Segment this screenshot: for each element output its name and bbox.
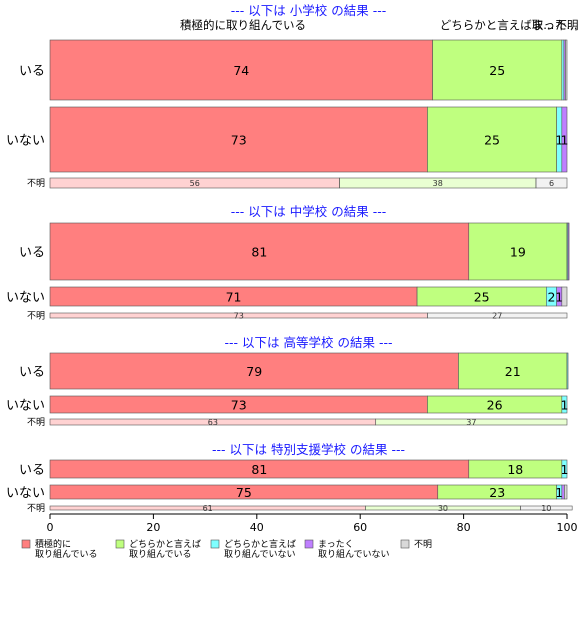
- row-label-1-0: いる: [19, 246, 45, 261]
- bar-label-2-1-1: 26: [487, 398, 503, 413]
- section-title-1: --- 以下は 中学校 の結果 ---: [231, 204, 386, 219]
- row-label-0-1: いない: [6, 134, 45, 149]
- legend-label-4-0: 不明: [414, 539, 432, 550]
- bar-label-2-1-2: 1: [560, 398, 568, 413]
- legend-swatch-0: [21, 539, 31, 549]
- bar-label-1-2-0: 73: [234, 312, 244, 321]
- bar-label-1-1-3: 1: [555, 290, 563, 305]
- x-tick-label-5: 100: [557, 521, 578, 534]
- legend-swatch-2: [210, 539, 220, 549]
- legend-label-3-1: 取り組んでいない: [318, 548, 390, 560]
- bar-label-3-0-0: 81: [251, 462, 267, 477]
- bar-label-0-0-1: 25: [489, 63, 505, 78]
- bar-segment-2-1-2: [561, 395, 568, 414]
- bar-label-0-1-3: 1: [560, 133, 568, 148]
- section-title-2: --- 以下は 高等学校 の結果 ---: [225, 335, 393, 350]
- bar-label-3-2-0: 61: [203, 504, 213, 513]
- bar-segment-2-0-2: [566, 352, 569, 390]
- bar-label-2-2-1: 37: [466, 418, 476, 427]
- bar-label-2-0-1: 21: [505, 364, 521, 379]
- x-tick-label-2: 40: [250, 521, 264, 534]
- legend-label-0-0: 積極的に: [35, 538, 71, 550]
- legend-swatch-4: [400, 539, 410, 549]
- bar-label-3-1-1: 23: [489, 485, 505, 500]
- bar-segment-0-0-4: [565, 39, 568, 101]
- bar-label-3-0-1: 18: [507, 462, 523, 477]
- bar-segment-3-2-4: [520, 505, 573, 511]
- section-title-0: --- 以下は 小学校 の結果 ---: [231, 3, 386, 18]
- bar-label-3-2-1: 30: [438, 504, 448, 513]
- bar-label-0-1-2: 1: [555, 133, 563, 148]
- bar-label-3-0-2: 1: [560, 462, 568, 477]
- legend-label-1-1: 取り組んでいる: [129, 548, 192, 560]
- bar-segment-0-1-3: [561, 106, 568, 173]
- section-title-3: --- 以下は 特別支援学校 の結果 ---: [212, 442, 405, 457]
- bar-label-1-0-0: 81: [251, 245, 267, 260]
- bar-segment-2-0-1: [458, 352, 568, 390]
- legend-label-1-0: どちらかと言えば: [129, 538, 201, 550]
- x-tick-label-0: 0: [47, 521, 54, 534]
- bar-label-1-2-4: 27: [492, 312, 502, 321]
- bar-label-3-2-4: 10: [541, 504, 551, 513]
- bar-segment-1-1-4: [561, 286, 568, 307]
- top-label-1: どちらかと言えば取...: [440, 18, 554, 32]
- bar-label-2-0-0: 79: [246, 364, 262, 379]
- bar-label-2-1-0: 73: [231, 398, 247, 413]
- bar-segment-2-2-1: [375, 418, 568, 426]
- bar-segment-1-0-3: [567, 222, 570, 281]
- row-label-0-0: いる: [19, 64, 45, 79]
- bar-label-3-1-0: 75: [236, 485, 252, 500]
- legend-swatch-3: [304, 539, 314, 549]
- row-label-3-1: いない: [6, 486, 45, 501]
- row-label-2-2: 不明: [27, 417, 45, 428]
- bar-segment-0-0-0: [49, 39, 433, 101]
- row-label-2-0: いる: [19, 365, 45, 380]
- bar-label-0-2-4: 6: [549, 179, 554, 188]
- bar-segment-3-0-2: [561, 459, 568, 479]
- legend-label-3-0: まったく: [318, 539, 354, 550]
- row-label-1-2: 不明: [27, 311, 45, 322]
- legend-label-0-1: 取り組んでいる: [35, 548, 98, 560]
- bar-label-0-1-1: 25: [484, 133, 500, 148]
- bar-label-0-2-0: 56: [190, 179, 200, 188]
- bar-segment-0-1-1: [427, 106, 557, 173]
- bar-label-2-2-0: 63: [208, 418, 218, 427]
- top-label-3: 不明: [556, 18, 579, 32]
- legend-label-2-0: どちらかと言えば: [224, 538, 296, 550]
- row-label-1-1: いない: [6, 291, 45, 306]
- bar-label-1-1-0: 71: [226, 290, 242, 305]
- row-label-0-2: 不明: [27, 178, 45, 189]
- bar-segment-0-1-0: [49, 106, 428, 173]
- bar-segment-3-1-3: [561, 484, 565, 500]
- legend-swatch-1: [115, 539, 125, 549]
- bar-segment-0-0-2: [561, 39, 565, 101]
- bar-segment-2-0-0: [49, 352, 459, 390]
- bar-label-0-1-0: 73: [231, 133, 247, 148]
- bar-label-3-1-2: 1: [555, 485, 563, 500]
- bar-label-0-0-0: 74: [233, 63, 249, 78]
- row-label-3-0: いる: [19, 463, 45, 478]
- row-label-3-2: 不明: [27, 503, 45, 514]
- bar-label-0-2-1: 38: [433, 179, 443, 188]
- bar-segment-3-1-4: [564, 484, 568, 500]
- top-label-2: まった...: [532, 18, 577, 32]
- bar-label-1-1-1: 25: [474, 290, 490, 305]
- top-label-0: 積極的に取り組んでいる: [180, 18, 306, 32]
- x-tick-label-3: 60: [353, 521, 367, 534]
- bar-segment-0-2-4: [535, 177, 568, 189]
- row-label-2-1: いない: [6, 399, 45, 414]
- bar-label-1-0-1: 19: [510, 245, 526, 260]
- x-tick-label-4: 80: [457, 521, 471, 534]
- bar-segment-1-0-0: [49, 222, 470, 281]
- bar-segment-1-2-4: [427, 312, 568, 319]
- legend-label-2-1: 取り組んでいない: [224, 548, 296, 560]
- x-tick-label-1: 20: [146, 521, 160, 534]
- bar-label-1-1-2: 2: [548, 290, 556, 305]
